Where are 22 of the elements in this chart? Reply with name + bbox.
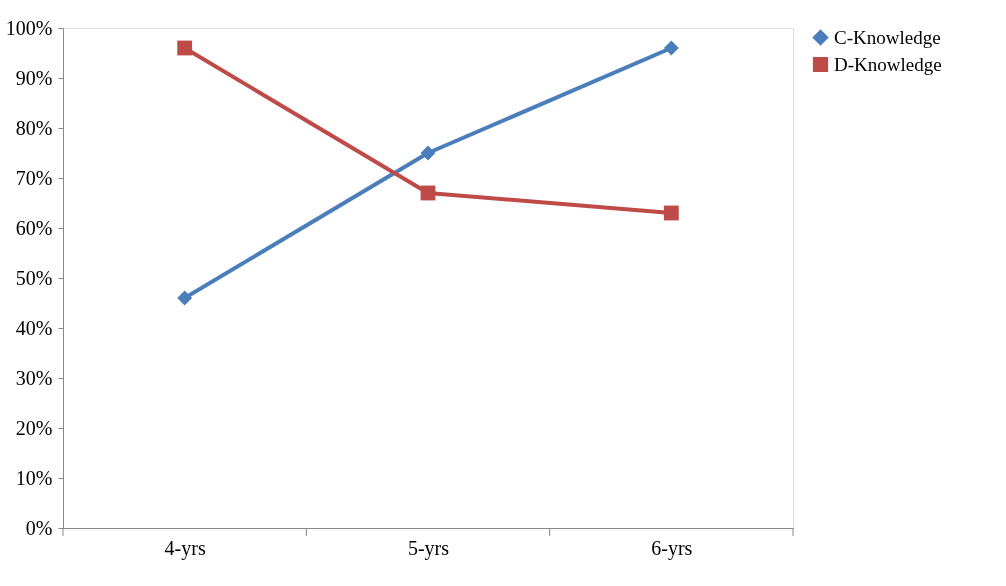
point [663,205,679,221]
y-tick-label: 80% [15,116,53,139]
y-tick-label: 60% [15,216,53,239]
y-tick-label: 90% [15,66,53,89]
point [177,40,193,56]
point [663,40,679,56]
y-tick-label: 100% [5,16,53,39]
point [420,145,436,161]
point [420,185,436,201]
x-tick-label: 6-yrs [651,536,693,560]
legend-label: D-Knowledge [834,53,942,75]
y-tick-label: 30% [15,366,53,389]
y-tick-label: 70% [15,166,53,189]
point [177,290,193,306]
y-tick-label: 50% [15,266,53,289]
y-tick-label: 20% [15,416,53,439]
legend-label: C-Knowledge [834,26,941,48]
x-tick-label: 5-yrs [407,536,450,560]
y-tick-label: 10% [15,466,53,489]
y-tick-label: 40% [15,316,53,339]
y-tick-label: 0% [25,516,53,539]
x-tick-label: 4-yrs [164,536,206,560]
